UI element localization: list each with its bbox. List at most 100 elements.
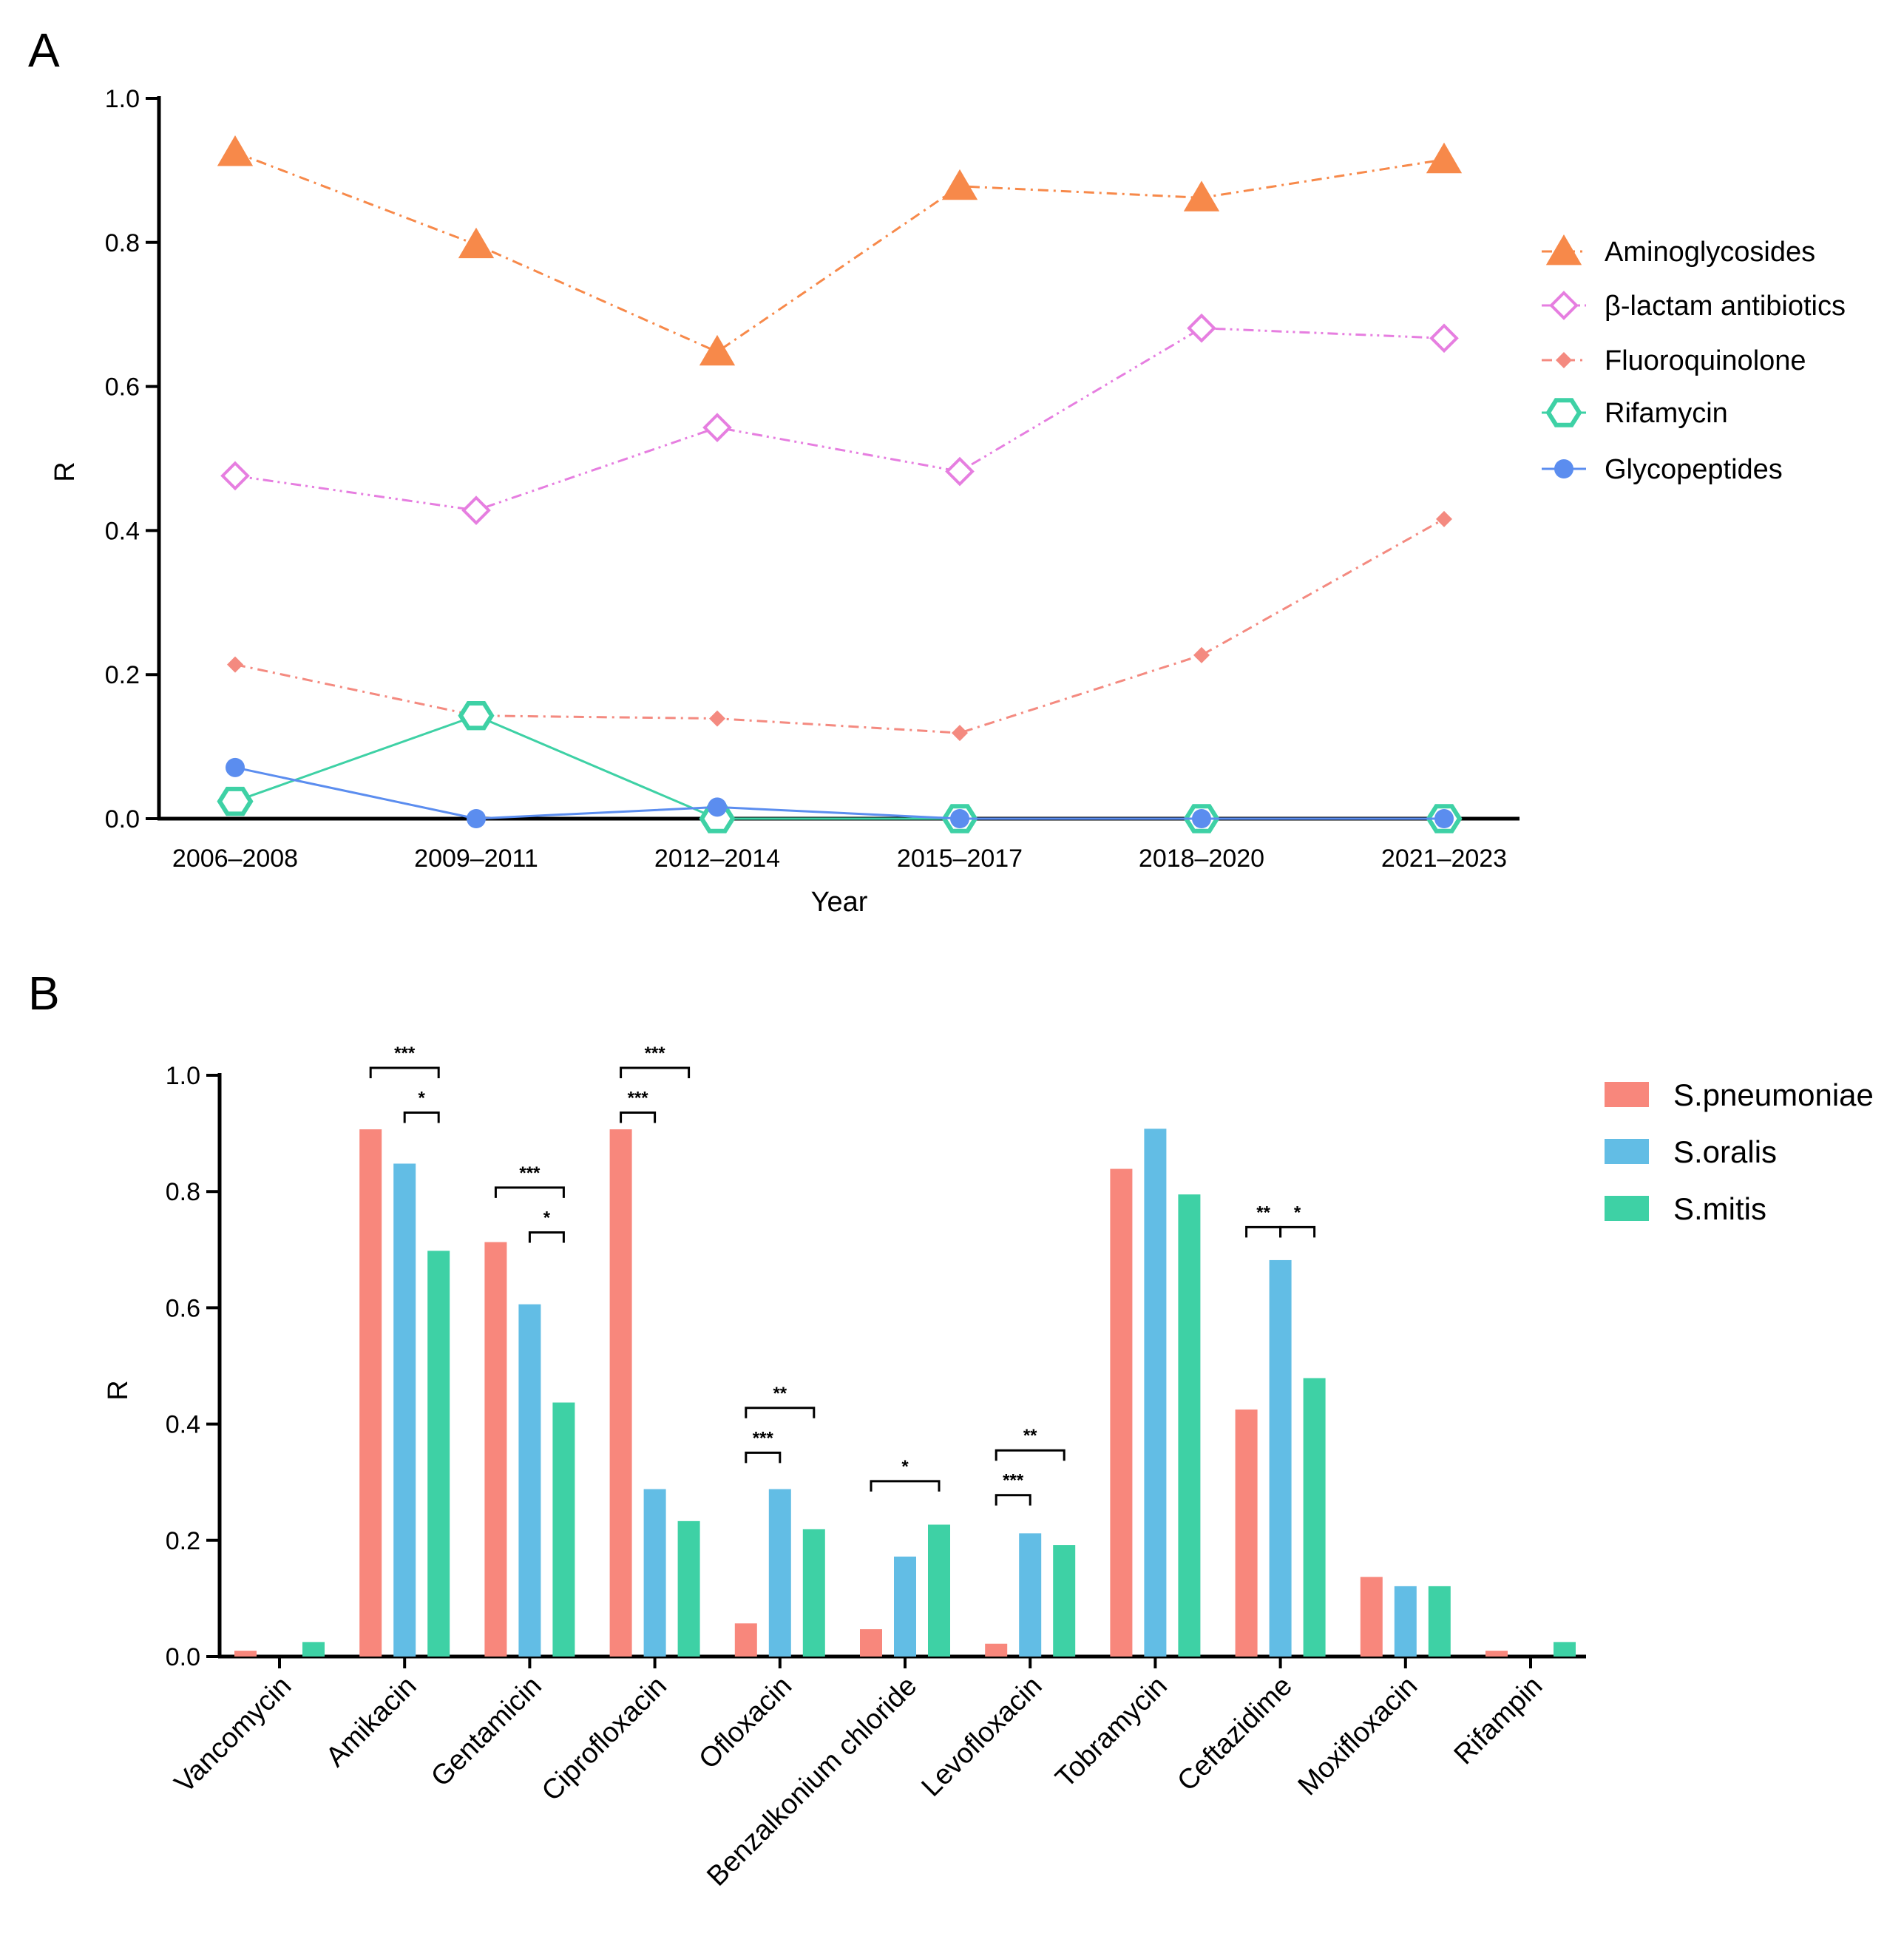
data-point-glycopeptides <box>950 809 969 828</box>
bar-s-mitis <box>1178 1194 1201 1657</box>
bracket-line <box>620 1066 691 1078</box>
bar-s-mitis <box>802 1529 825 1657</box>
x-tick-label: 2021–2023 <box>1381 845 1507 873</box>
bar-s-pneumoniae <box>860 1629 882 1657</box>
y-tick-label: 0.2 <box>166 1527 200 1555</box>
legend-item-s-pneumoniae: S.pneumoniae <box>1605 1077 1874 1112</box>
legend-label: Glycopeptides <box>1605 454 1783 485</box>
legend-marker <box>1549 291 1579 320</box>
x-tick-label: 2009–2011 <box>414 845 538 873</box>
x-tick-label: Tobramycin <box>1050 1671 1173 1794</box>
data-point-fluoroquinolone <box>1436 510 1452 527</box>
bracket-line <box>870 1480 941 1492</box>
bracket-line <box>995 1494 1031 1506</box>
legend-item-glycopeptides: Glycopeptides <box>1542 454 1783 485</box>
significance-bracket: *** <box>369 1043 440 1078</box>
bar-s-pneumoniae <box>1110 1168 1133 1657</box>
y-tick-label: 0.8 <box>105 229 140 257</box>
bar-s-mitis <box>302 1642 325 1657</box>
data-point-fluoroquinolone <box>709 710 725 727</box>
data-point-glycopeptides <box>1192 809 1211 828</box>
legend-marker <box>1556 352 1572 368</box>
significance-label: *** <box>519 1163 541 1183</box>
y-tick-label: 0.0 <box>105 805 140 833</box>
legend-marker <box>1545 234 1582 265</box>
bracket-line <box>745 1451 782 1464</box>
x-tick-label: Benzalkonium chloride <box>701 1671 923 1892</box>
bar-s-mitis <box>677 1520 700 1657</box>
bar-s-pneumoniae <box>234 1651 257 1657</box>
series-line-aminoglycosides <box>234 151 1445 353</box>
data-point-fluoroquinolone <box>227 656 243 673</box>
legend-label: S.mitis <box>1673 1191 1766 1226</box>
significance-bracket: * <box>528 1208 565 1243</box>
bar-s-pneumoniae <box>1360 1577 1383 1657</box>
data-point-glycopeptides <box>226 757 245 777</box>
y-tick-label: 0.4 <box>105 517 140 545</box>
bar-s-pneumoniae <box>1485 1651 1508 1657</box>
bracket-line <box>494 1186 565 1198</box>
bar-s-oralis <box>643 1489 666 1657</box>
x-axis-title: Year <box>811 887 868 918</box>
panel-b-label: B <box>28 967 60 1020</box>
series-s-pneumoniae <box>234 1129 1508 1657</box>
bar-s-oralis <box>1269 1259 1292 1657</box>
significance-bracket: *** <box>620 1043 691 1078</box>
bar-s-oralis <box>518 1304 541 1657</box>
significance-label: *** <box>394 1043 416 1063</box>
y-tick-label: 0.2 <box>105 661 140 689</box>
y-axis-title: R <box>50 461 81 481</box>
data-point-rifamycin <box>458 701 495 731</box>
legend-label: β-lactam antibiotics <box>1605 291 1846 322</box>
legend-swatch <box>1605 1196 1649 1221</box>
bar-s-oralis <box>768 1489 791 1657</box>
legend-label: S.pneumoniae <box>1673 1077 1874 1112</box>
y-tick-label: 0.6 <box>105 373 140 402</box>
bracket-line <box>403 1112 440 1123</box>
data-point-lactam-antibiotics <box>702 413 732 442</box>
legend-item-aminoglycosides: Aminoglycosides <box>1542 234 1815 268</box>
legend-marker <box>1554 459 1573 478</box>
bracket-line <box>369 1066 440 1078</box>
data-point-glycopeptides <box>467 809 486 828</box>
data-point-aminoglycosides <box>941 169 978 200</box>
data-point-aminoglycosides <box>1426 142 1463 174</box>
data-point-rifamycin <box>217 786 254 816</box>
x-tick-label: 2006–2008 <box>172 845 298 873</box>
y-tick-label: 0.6 <box>166 1294 200 1322</box>
legend-item-fluoroquinolone: Fluoroquinolone <box>1542 345 1806 376</box>
x-tick-label: Moxifloxacin <box>1293 1671 1424 1802</box>
significance-label: *** <box>645 1043 666 1063</box>
y-axis-title: R <box>103 1380 134 1400</box>
legend-item-s-mitis: S.mitis <box>1605 1191 1766 1226</box>
panel-b-bar-chart: 0.0 0.2 0.4 0.6 0.8 1.0 R Vancomycin Amikacin Gen… <box>103 1043 1874 1892</box>
y-tick-label: 1.0 <box>105 85 140 113</box>
y-tick-label: 0.8 <box>166 1178 200 1206</box>
bar-s-mitis <box>1554 1642 1576 1657</box>
legend-swatch <box>1605 1082 1649 1107</box>
data-point-aminoglycosides <box>217 135 254 166</box>
data-point-aminoglycosides <box>699 334 736 366</box>
bar-s-pneumoniae <box>1235 1409 1258 1657</box>
data-point-lactam-antibiotics <box>220 461 250 491</box>
data-point-glycopeptides <box>1434 809 1454 828</box>
bar-s-pneumoniae <box>484 1242 507 1657</box>
bar-s-mitis <box>1428 1586 1451 1657</box>
series-s-oralis <box>393 1129 1417 1657</box>
series-aminoglycosides <box>217 135 1463 366</box>
bracket-line <box>745 1407 816 1418</box>
data-point-aminoglycosides <box>458 227 495 259</box>
significance-label: * <box>419 1089 426 1109</box>
bracket-line <box>620 1112 657 1123</box>
series-line-glycopeptides <box>234 766 1444 820</box>
significance-bracket: *** <box>620 1089 657 1123</box>
data-point-fluoroquinolone <box>952 725 968 742</box>
bracket-line <box>1245 1225 1282 1238</box>
panel-a-label: A <box>28 24 60 77</box>
significance-bracket: *** <box>494 1163 565 1198</box>
bar-s-oralis <box>393 1163 416 1657</box>
significance-bracket: * <box>870 1457 941 1492</box>
significance-bracket: ** <box>1245 1202 1282 1238</box>
x-tick-label: 2012–2014 <box>654 845 780 873</box>
